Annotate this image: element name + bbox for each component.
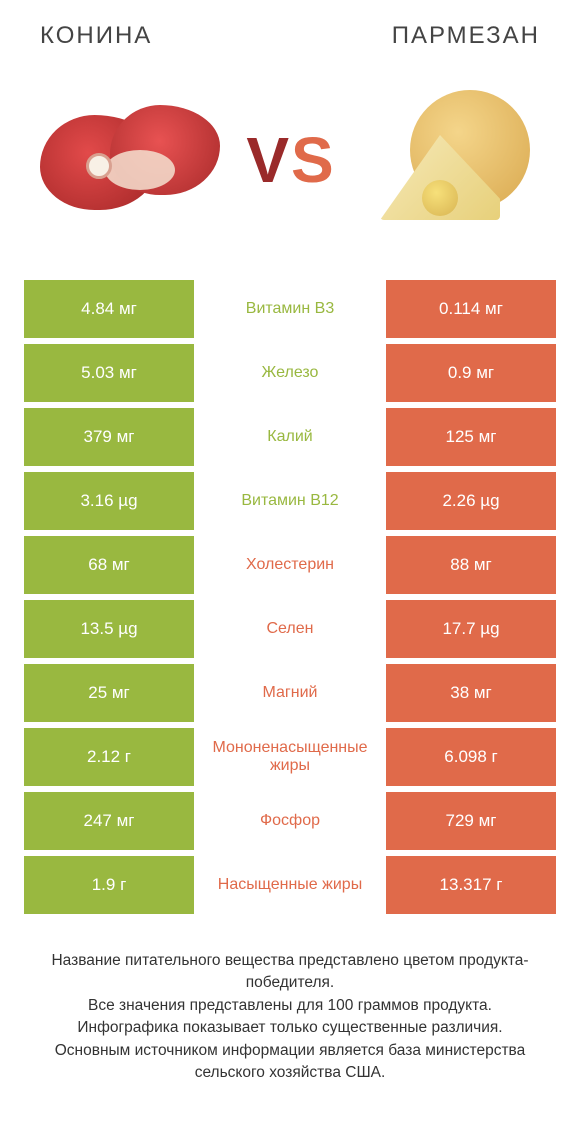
vs-v: V	[246, 123, 289, 197]
left-value: 247 мг	[24, 792, 194, 850]
footer-line: Все значения представлены для 100 граммо…	[26, 995, 554, 1017]
right-value: 729 мг	[386, 792, 556, 850]
right-value: 2.26 µg	[386, 472, 556, 530]
right-value: 88 мг	[386, 536, 556, 594]
comparison-table: 4.84 мгВитамин B30.114 мг 5.03 мгЖелезо0.…	[0, 280, 580, 914]
table-row: 1.9 гНасыщенные жиры13.317 г	[24, 856, 556, 914]
left-value: 379 мг	[24, 408, 194, 466]
table-row: 2.12 гМононенасыщенные жиры6.098 г	[24, 728, 556, 786]
nutrient-label: Насыщенные жиры	[194, 856, 386, 914]
nutrient-label: Холестерин	[194, 536, 386, 594]
nutrient-label: Селен	[194, 600, 386, 658]
footer: Название питательного вещества представл…	[0, 920, 580, 1085]
nutrient-label: Фосфор	[194, 792, 386, 850]
nutrient-label: Магний	[194, 664, 386, 722]
left-value: 5.03 мг	[24, 344, 194, 402]
meat-icon	[40, 95, 220, 225]
right-image	[350, 80, 550, 240]
table-row: 5.03 мгЖелезо0.9 мг	[24, 344, 556, 402]
left-value: 4.84 мг	[24, 280, 194, 338]
table-row: 4.84 мгВитамин B30.114 мг	[24, 280, 556, 338]
nutrient-label: Мононенасыщенные жиры	[194, 728, 386, 786]
vs-s: S	[291, 123, 334, 197]
left-image	[30, 80, 230, 240]
left-value: 1.9 г	[24, 856, 194, 914]
right-value: 6.098 г	[386, 728, 556, 786]
right-value: 0.114 мг	[386, 280, 556, 338]
left-value: 13.5 µg	[24, 600, 194, 658]
right-value: 125 мг	[386, 408, 556, 466]
right-value: 0.9 мг	[386, 344, 556, 402]
nutrient-label: Витамин B3	[194, 280, 386, 338]
table-row: 13.5 µgСелен17.7 µg	[24, 600, 556, 658]
table-row: 247 мгФосфор729 мг	[24, 792, 556, 850]
vs-label: VS	[246, 123, 333, 197]
table-row: 68 мгХолестерин88 мг	[24, 536, 556, 594]
header: КОНИНА ПАРМЕЗАН	[0, 0, 580, 60]
cheese-icon	[360, 90, 540, 230]
footer-line: Название питательного вещества представл…	[26, 950, 554, 995]
footer-line: Основным источником информации является …	[26, 1040, 554, 1085]
left-value: 3.16 µg	[24, 472, 194, 530]
nutrient-label: Железо	[194, 344, 386, 402]
table-row: 379 мгКалий125 мг	[24, 408, 556, 466]
header-left: КОНИНА	[40, 22, 152, 50]
left-value: 25 мг	[24, 664, 194, 722]
table-row: 25 мгМагний38 мг	[24, 664, 556, 722]
images-row: VS	[0, 60, 580, 280]
right-value: 17.7 µg	[386, 600, 556, 658]
left-value: 2.12 г	[24, 728, 194, 786]
table-row: 3.16 µgВитамин B122.26 µg	[24, 472, 556, 530]
header-right: ПАРМЕЗАН	[392, 22, 540, 50]
nutrient-label: Витамин B12	[194, 472, 386, 530]
right-value: 13.317 г	[386, 856, 556, 914]
left-value: 68 мг	[24, 536, 194, 594]
right-value: 38 мг	[386, 664, 556, 722]
footer-line: Инфографика показывает только существенн…	[26, 1017, 554, 1039]
nutrient-label: Калий	[194, 408, 386, 466]
